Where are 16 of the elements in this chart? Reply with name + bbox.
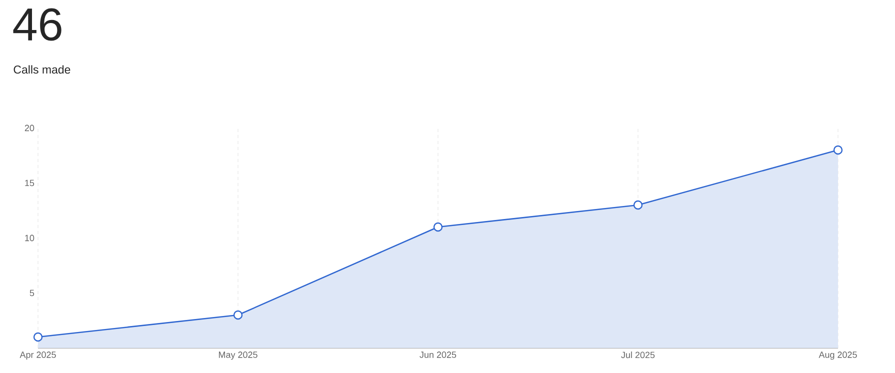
point xyxy=(833,145,843,155)
x-tick-label: Apr 2025 xyxy=(20,352,56,360)
y-tick-label: 10 xyxy=(25,234,34,242)
chart-subtitle: Calls made xyxy=(14,65,70,74)
x-tick-label: Jul 2025 xyxy=(621,352,655,358)
y-tick-label: 5 xyxy=(30,290,34,296)
point xyxy=(33,332,43,342)
x-tick-label: Jun 2025 xyxy=(420,352,456,358)
chart-title: 46 xyxy=(13,8,62,41)
y-tick-label: 20 xyxy=(24,124,34,132)
point xyxy=(233,310,243,320)
x-tick-label: May 2025 xyxy=(218,352,258,360)
y-tick-label: 15 xyxy=(25,180,34,186)
point xyxy=(633,200,643,210)
x-tick-label: Aug 2025 xyxy=(818,352,857,360)
point xyxy=(433,222,443,232)
